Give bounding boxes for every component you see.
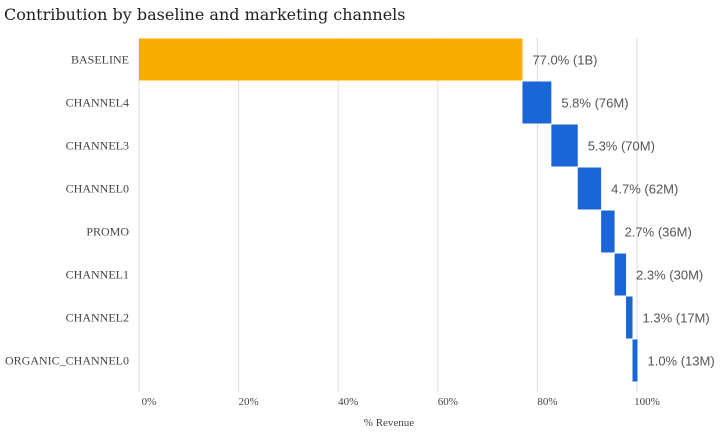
category-label: BASELINE	[71, 53, 129, 67]
data-label: 2.3% (30M)	[636, 268, 703, 283]
x-tick-label: 60%	[438, 396, 458, 408]
category-label: ORGANIC_CHANNEL0	[5, 354, 129, 368]
category-label: CHANNEL2	[66, 311, 129, 325]
x-tick-label: 40%	[338, 396, 358, 408]
chart-title: Contribution by baseline and marketing c…	[4, 5, 406, 24]
bar-organic_channel0	[632, 339, 638, 382]
x-tick-label: 100%	[634, 396, 660, 408]
x-tick-label: 20%	[239, 396, 259, 408]
x-axis-ticks: 0% 20% 40% 60% 80% 100%	[142, 396, 660, 408]
data-label: 2.7% (36M)	[625, 225, 692, 240]
data-label: 1.0% (13M)	[647, 354, 714, 369]
category-label: PROMO	[86, 225, 129, 239]
data-label: 1.3% (17M)	[643, 311, 710, 326]
data-label: 5.3% (70M)	[588, 139, 655, 154]
bar-promo	[601, 210, 615, 253]
category-label: CHANNEL0	[66, 182, 129, 196]
bar-baseline	[139, 38, 523, 81]
data-label: 4.7% (62M)	[611, 182, 678, 197]
category-label: CHANNEL4	[66, 96, 129, 110]
x-tick-label: 80%	[537, 396, 557, 408]
bar-channel0	[577, 167, 602, 210]
data-labels: 77.0% (1B) 5.8% (76M) 5.3% (70M) 4.7% (62M)…	[532, 53, 714, 369]
x-axis-label: % Revenue	[364, 417, 415, 429]
category-labels: BASELINE CHANNEL4 CHANNEL3 CHANNEL0 PROMO CHA…	[5, 53, 129, 368]
data-label: 77.0% (1B)	[532, 53, 597, 68]
bar-channel2	[626, 296, 633, 339]
bar-channel3	[551, 124, 578, 167]
grid-layer	[138, 38, 638, 392]
bar-layer	[139, 38, 638, 382]
x-tick-label: 0%	[142, 396, 157, 408]
category-label: CHANNEL3	[66, 139, 129, 153]
data-label: 5.8% (76M)	[561, 96, 628, 111]
category-label: CHANNEL1	[66, 268, 129, 282]
bar-channel4	[522, 81, 552, 124]
bar-channel1	[614, 253, 627, 296]
